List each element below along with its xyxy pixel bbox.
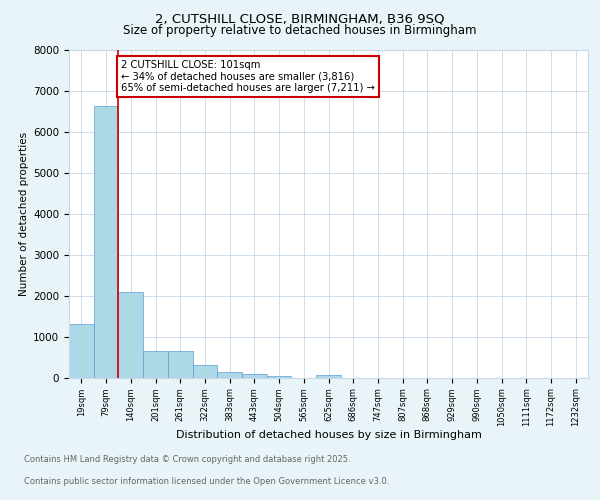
- Bar: [143, 351, 168, 378]
- Bar: [217, 372, 242, 378]
- Bar: [316, 376, 341, 378]
- Text: 2, CUTSHILL CLOSE, BIRMINGHAM, B36 9SQ: 2, CUTSHILL CLOSE, BIRMINGHAM, B36 9SQ: [155, 12, 445, 26]
- Text: Size of property relative to detached houses in Birmingham: Size of property relative to detached ho…: [123, 24, 477, 37]
- Text: Contains public sector information licensed under the Open Government Licence v3: Contains public sector information licen…: [24, 477, 389, 486]
- X-axis label: Distribution of detached houses by size in Birmingham: Distribution of detached houses by size …: [176, 430, 481, 440]
- Y-axis label: Number of detached properties: Number of detached properties: [19, 132, 29, 296]
- Bar: [118, 292, 143, 378]
- Bar: [267, 376, 292, 378]
- Text: 2 CUTSHILL CLOSE: 101sqm
← 34% of detached houses are smaller (3,816)
65% of sem: 2 CUTSHILL CLOSE: 101sqm ← 34% of detach…: [121, 60, 375, 94]
- Bar: [168, 352, 193, 378]
- Bar: [94, 106, 118, 378]
- Text: Contains HM Land Registry data © Crown copyright and database right 2025.: Contains HM Land Registry data © Crown c…: [24, 455, 350, 464]
- Bar: [242, 374, 267, 378]
- Bar: [193, 365, 217, 378]
- Bar: [69, 324, 94, 378]
